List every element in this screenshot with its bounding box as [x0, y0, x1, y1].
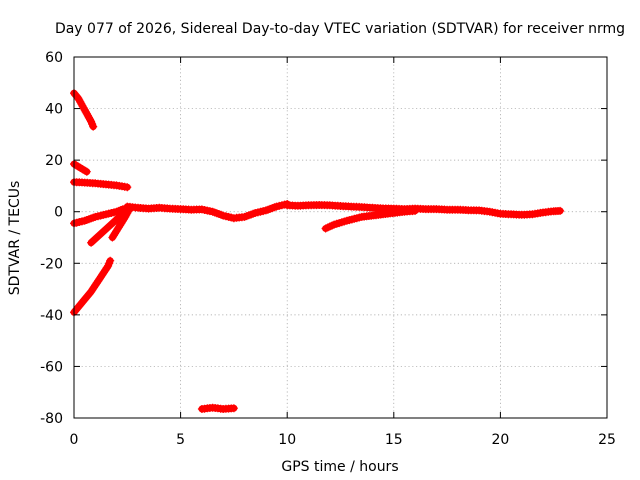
x-tick-labels: 0 5 10 15 20 25: [70, 432, 616, 448]
y-tick-label: -60: [40, 359, 63, 375]
plot-area-border: [73, 56, 608, 419]
series-trace: [197, 403, 238, 413]
y-tick-label: -40: [40, 308, 63, 324]
chart-title: Day 077 of 2026, Sidereal Day-to-day VTE…: [55, 21, 625, 37]
data-traces: [70, 89, 565, 413]
series-trace: [87, 207, 130, 247]
series-trace: [108, 205, 134, 242]
plus-markers: [108, 205, 134, 242]
x-axis-label: GPS time / hours: [281, 459, 398, 475]
y-tick-labels: -80 -60 -40 -20 0 20 40 60: [40, 50, 63, 427]
x-tick-label: 20: [491, 432, 509, 448]
plus-markers: [321, 206, 420, 233]
y-tick-label: 60: [45, 50, 63, 66]
x-tick-label: 25: [598, 432, 616, 448]
x-tick-label: 5: [176, 432, 185, 448]
y-tick-label: -20: [40, 256, 63, 272]
series-trace: [123, 200, 292, 223]
x-tick-label: 15: [385, 432, 403, 448]
y-tick-label: -80: [40, 411, 63, 427]
plus-markers: [197, 403, 238, 413]
y-axis-label: SDTVAR / TECUs: [7, 181, 23, 296]
y-tick-label: 20: [45, 153, 63, 169]
plus-markers: [123, 200, 292, 223]
grid: [74, 57, 607, 418]
plus-markers: [87, 207, 130, 247]
y-tick-label: 0: [54, 205, 63, 221]
x-tick-label: 0: [70, 432, 79, 448]
tick-marks: [73, 56, 608, 419]
series-trace: [70, 89, 98, 131]
y-tick-label: 40: [45, 102, 63, 118]
series-trace: [321, 206, 420, 233]
x-tick-label: 10: [278, 432, 296, 448]
